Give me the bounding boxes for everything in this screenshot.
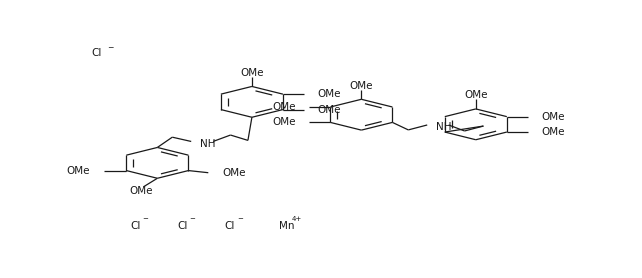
Text: OMe: OMe xyxy=(542,127,565,137)
Text: OMe: OMe xyxy=(222,168,246,178)
Text: OMe: OMe xyxy=(272,117,295,127)
Text: OMe: OMe xyxy=(318,105,342,115)
Text: OMe: OMe xyxy=(350,81,373,91)
Text: −: − xyxy=(237,215,243,222)
Text: −: − xyxy=(143,215,148,222)
Text: OMe: OMe xyxy=(240,68,264,78)
Text: NH: NH xyxy=(436,122,451,132)
Text: Cl: Cl xyxy=(177,221,187,231)
Text: 4+: 4+ xyxy=(291,215,302,222)
Text: OMe: OMe xyxy=(129,186,153,196)
Text: Mn: Mn xyxy=(279,221,295,231)
Text: Cl: Cl xyxy=(130,221,141,231)
Text: NH: NH xyxy=(200,139,216,149)
Text: OMe: OMe xyxy=(272,102,295,112)
Text: OMe: OMe xyxy=(67,166,90,176)
Text: OMe: OMe xyxy=(542,112,565,122)
Text: Cl: Cl xyxy=(225,221,235,231)
Text: OMe: OMe xyxy=(318,89,342,99)
Text: −: − xyxy=(108,43,114,52)
Text: −: − xyxy=(190,215,196,222)
Text: Cl: Cl xyxy=(91,48,101,58)
Text: OMe: OMe xyxy=(464,90,487,100)
